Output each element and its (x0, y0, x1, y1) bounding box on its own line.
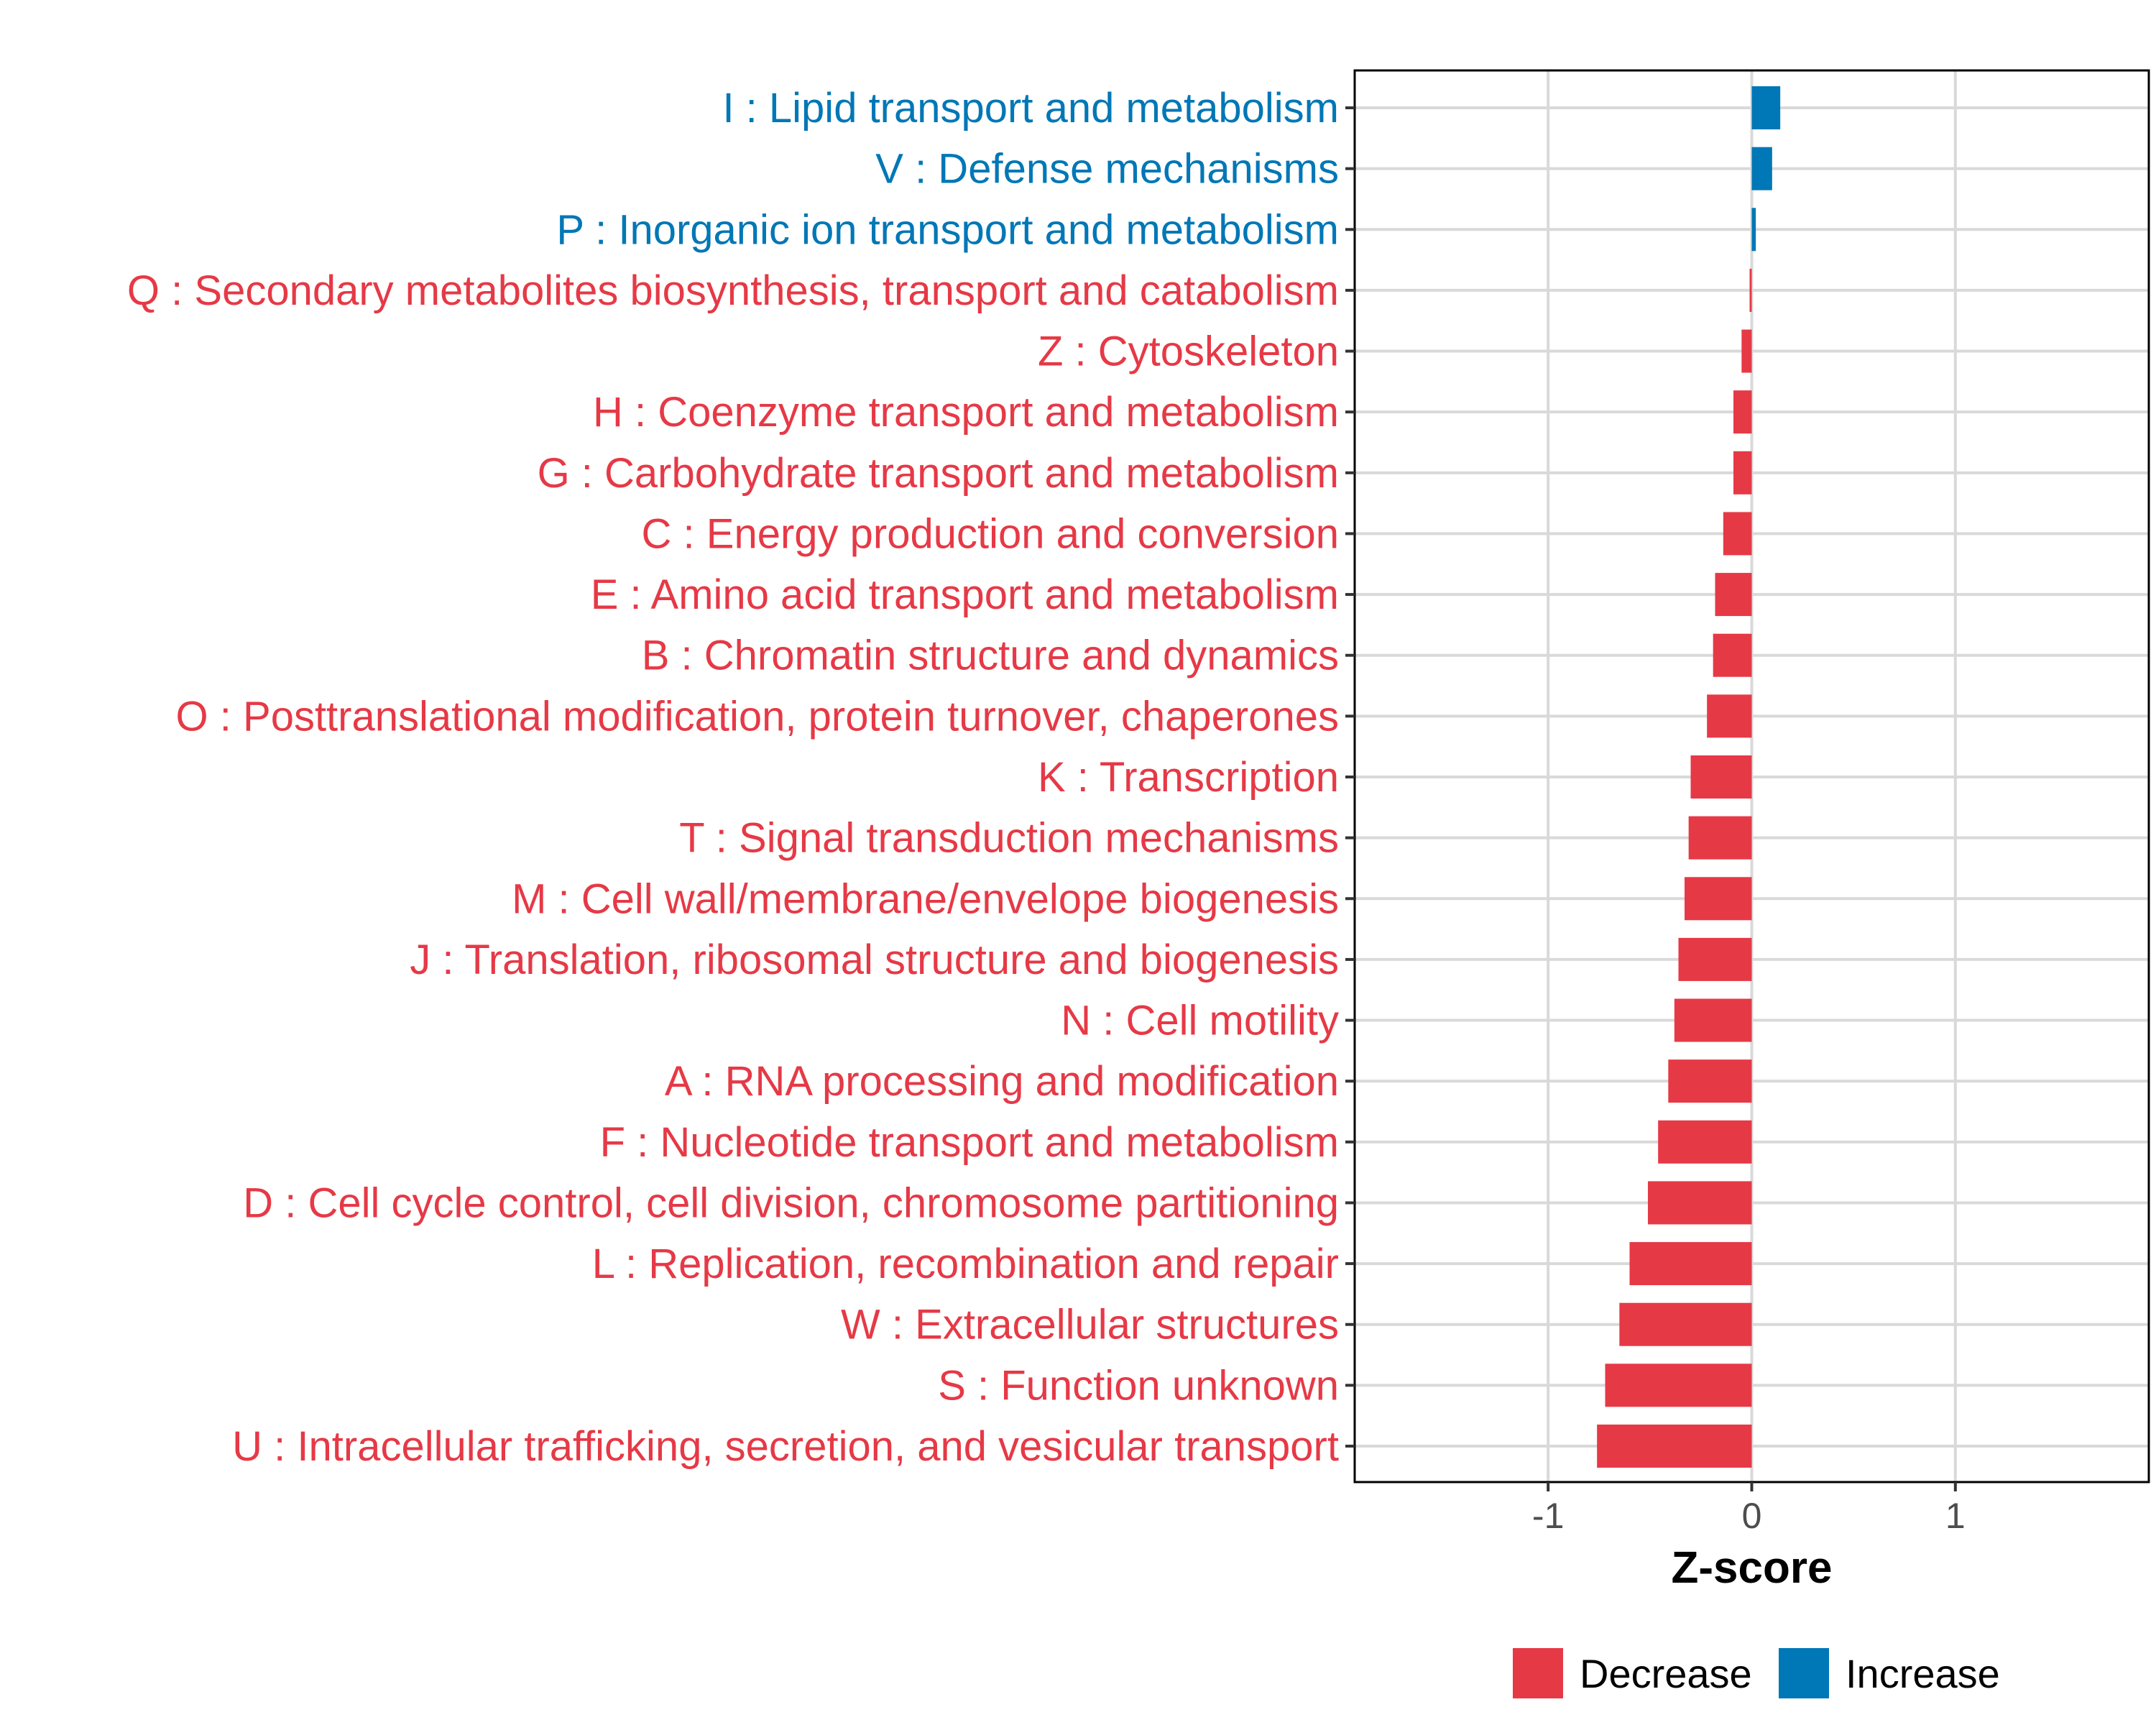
x-tick-label-2: 1 (1945, 1496, 1966, 1536)
bar-14 (1678, 937, 1752, 981)
bar-6 (1733, 451, 1752, 494)
category-label-4: Z : Cytoskeleton (1038, 328, 1339, 375)
bar-7 (1723, 512, 1752, 556)
category-label-7: C : Energy production and conversion (642, 510, 1339, 557)
bar-4 (1741, 329, 1752, 373)
category-label-12: T : Signal transduction mechanisms (679, 815, 1339, 862)
bar-9 (1713, 633, 1752, 677)
bars (1597, 86, 1781, 1468)
category-label-11: K : Transcription (1038, 754, 1339, 801)
category-label-8: E : Amino acid transport and metabolism (591, 571, 1339, 618)
category-label-18: D : Cell cycle control, cell division, c… (243, 1179, 1339, 1226)
legend-label-increase: Increase (1846, 1651, 2000, 1696)
bar-15 (1674, 998, 1752, 1042)
bar-17 (1658, 1120, 1752, 1164)
bar-8 (1715, 573, 1752, 617)
legend-label-decrease: Decrease (1580, 1651, 1752, 1696)
category-label-0: I : Lipid transport and metabolism (722, 85, 1339, 132)
category-label-3: Q : Secondary metabolites biosynthesis, … (127, 267, 1339, 314)
category-label-13: M : Cell wall/membrane/envelope biogenes… (512, 875, 1339, 922)
category-label-2: P : Inorganic ion transport and metaboli… (556, 206, 1339, 253)
bar-2 (1751, 208, 1756, 252)
bar-21 (1605, 1363, 1752, 1407)
category-label-21: S : Function unknown (938, 1362, 1339, 1409)
bar-16 (1668, 1059, 1752, 1103)
y-axis-ticks (1345, 106, 1355, 1448)
category-label-15: N : Cell motility (1061, 998, 1339, 1044)
bar-12 (1688, 816, 1752, 860)
category-label-9: B : Chromatin structure and dynamics (642, 632, 1339, 679)
category-label-17: F : Nucleotide transport and metabolism (600, 1119, 1339, 1166)
bar-22 (1597, 1425, 1752, 1468)
category-label-10: O : Posttranslational modification, prot… (176, 693, 1339, 740)
bar-0 (1751, 86, 1781, 129)
bar-18 (1648, 1181, 1752, 1225)
x-axis-ticks: -1 0 1 (1532, 1482, 1966, 1536)
x-axis-title: Z-score (1672, 1543, 1833, 1593)
bar-5 (1733, 390, 1752, 434)
bar-11 (1690, 755, 1752, 799)
category-label-22: U : Intracellular trafficking, secretion… (232, 1423, 1339, 1470)
bar-3 (1749, 268, 1752, 312)
category-label-20: W : Extracellular structures (841, 1302, 1339, 1348)
bar-19 (1629, 1242, 1752, 1286)
x-tick-label-1: 0 (1742, 1496, 1762, 1536)
bar-1 (1751, 147, 1772, 190)
x-tick-label-0: -1 (1532, 1496, 1564, 1536)
category-label-6: G : Carbohydrate transport and metabolis… (538, 450, 1339, 497)
bar-20 (1619, 1302, 1752, 1346)
category-label-1: V : Defense mechanisms (875, 146, 1339, 193)
legend-swatch-increase (1779, 1648, 1829, 1698)
y-axis-labels: I : Lipid transport and metabolism V : De… (127, 85, 1339, 1470)
category-label-16: A : RNA processing and modification (665, 1058, 1339, 1105)
category-label-5: H : Coenzyme transport and metabolism (593, 389, 1339, 436)
category-label-14: J : Translation, ribosomal structure and… (410, 937, 1339, 983)
bar-13 (1685, 877, 1752, 921)
legend-swatch-decrease (1513, 1648, 1563, 1698)
category-label-19: L : Replication, recombination and repai… (592, 1241, 1339, 1287)
bar-10 (1707, 694, 1752, 738)
legend: Decrease Increase (1513, 1648, 2000, 1698)
